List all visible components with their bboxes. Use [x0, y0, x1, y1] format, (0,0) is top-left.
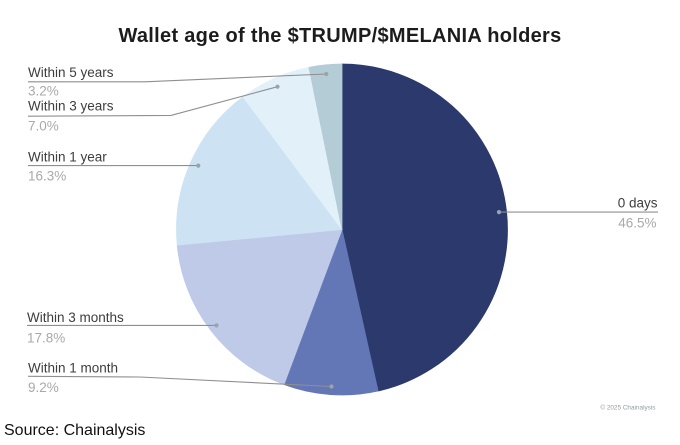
svg-text:Source: Chainalysis: Source: Chainalysis: [4, 422, 145, 439]
svg-text:9.2%: 9.2%: [28, 380, 59, 395]
svg-text:16.3%: 16.3%: [28, 169, 66, 184]
svg-text:Wallet age of the $TRUMP/$MELA: Wallet age of the $TRUMP/$MELANIA holder…: [118, 25, 561, 47]
svg-text:Within 3 months: Within 3 months: [27, 310, 124, 325]
svg-text:7.0%: 7.0%: [28, 119, 59, 134]
svg-text:Within 3 years: Within 3 years: [28, 98, 114, 113]
svg-text:© 2025 Chainalysis: © 2025 Chainalysis: [600, 404, 655, 412]
svg-text:Within 1 month: Within 1 month: [28, 361, 118, 376]
svg-text:Within 5 years: Within 5 years: [28, 65, 114, 80]
svg-text:3.2%: 3.2%: [28, 83, 59, 98]
svg-text:46.5%: 46.5%: [618, 216, 656, 231]
svg-text:Within 1 year: Within 1 year: [28, 150, 107, 165]
svg-text:17.8%: 17.8%: [27, 331, 65, 346]
svg-text:0 days: 0 days: [618, 196, 658, 211]
